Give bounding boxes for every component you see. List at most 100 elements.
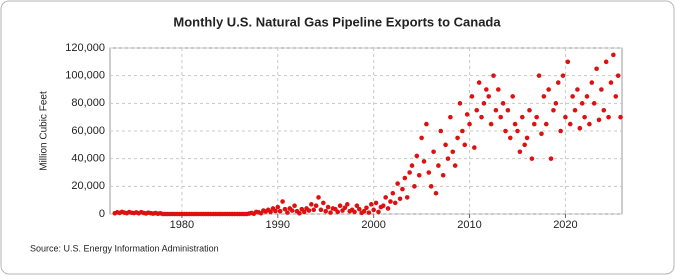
point — [565, 59, 571, 65]
point — [606, 114, 611, 120]
point — [464, 112, 470, 117]
point — [416, 172, 422, 178]
point — [589, 80, 595, 85]
point — [560, 73, 566, 78]
point — [404, 195, 410, 200]
point — [371, 207, 376, 213]
point — [603, 59, 609, 65]
point — [577, 125, 583, 131]
point — [354, 203, 360, 208]
point — [500, 101, 506, 106]
point — [536, 73, 542, 78]
point — [424, 121, 429, 127]
point — [594, 66, 599, 72]
point — [524, 135, 530, 141]
point — [361, 208, 367, 214]
point — [484, 87, 489, 92]
point — [467, 121, 472, 127]
point — [306, 208, 312, 213]
point — [512, 121, 518, 127]
point — [316, 195, 321, 200]
point — [380, 203, 386, 208]
point — [543, 121, 549, 127]
point — [462, 142, 468, 148]
x-tick-label: 2000 — [361, 219, 385, 231]
point — [356, 206, 362, 212]
point — [443, 142, 448, 148]
point — [555, 80, 561, 85]
point — [318, 207, 324, 213]
point — [613, 94, 619, 99]
point — [414, 153, 420, 159]
point — [433, 190, 439, 196]
point — [311, 207, 317, 213]
point — [486, 94, 492, 99]
point — [452, 163, 458, 168]
point — [584, 94, 590, 99]
point — [273, 208, 278, 214]
y-tick-label: 0 — [99, 208, 105, 220]
point — [412, 184, 417, 189]
point — [575, 87, 580, 92]
y-tick-label: 60,000 — [71, 125, 105, 137]
point — [455, 135, 460, 141]
point — [390, 190, 396, 196]
point — [474, 107, 480, 113]
point — [407, 170, 412, 175]
point — [275, 204, 281, 210]
point — [618, 114, 623, 120]
point — [599, 87, 604, 92]
point — [531, 121, 537, 127]
point — [572, 107, 578, 113]
point — [563, 114, 568, 120]
point — [373, 200, 379, 206]
point — [457, 101, 463, 106]
point — [438, 128, 444, 134]
point — [292, 203, 297, 208]
point — [611, 52, 616, 58]
x-tick-label: 1980 — [170, 219, 194, 231]
point — [376, 209, 381, 215]
chart-title: Monthly U.S. Natural Gas Pipeline Export… — [173, 14, 501, 29]
point — [582, 114, 587, 120]
point — [608, 80, 614, 85]
point — [321, 200, 326, 206]
point — [498, 114, 504, 120]
y-tick-label: 20,000 — [71, 180, 105, 192]
point — [587, 121, 592, 127]
point — [507, 135, 513, 141]
point — [402, 175, 408, 181]
point — [342, 205, 348, 211]
point — [323, 208, 329, 214]
point — [529, 156, 535, 161]
y-axis-label: Million Cubic Feet — [39, 91, 50, 171]
point — [496, 87, 501, 92]
point — [450, 149, 456, 155]
point — [505, 107, 511, 113]
point — [448, 114, 453, 120]
point — [493, 107, 499, 113]
point — [558, 128, 563, 134]
point — [337, 203, 343, 208]
point — [277, 208, 283, 214]
point — [368, 202, 374, 207]
point — [397, 196, 403, 202]
point — [366, 210, 372, 215]
point — [596, 117, 602, 123]
point — [388, 199, 393, 204]
point — [309, 202, 314, 207]
point — [539, 131, 544, 137]
x-tick-label: 2010 — [457, 219, 481, 231]
point — [440, 172, 446, 178]
x-tick-label: 2020 — [553, 219, 577, 231]
y-tick-label: 80,000 — [71, 97, 105, 109]
point — [328, 210, 333, 215]
point — [476, 80, 482, 85]
point — [488, 121, 494, 127]
point — [481, 101, 487, 106]
point — [431, 149, 436, 155]
point — [503, 128, 508, 134]
point — [395, 181, 400, 186]
point — [313, 203, 319, 208]
